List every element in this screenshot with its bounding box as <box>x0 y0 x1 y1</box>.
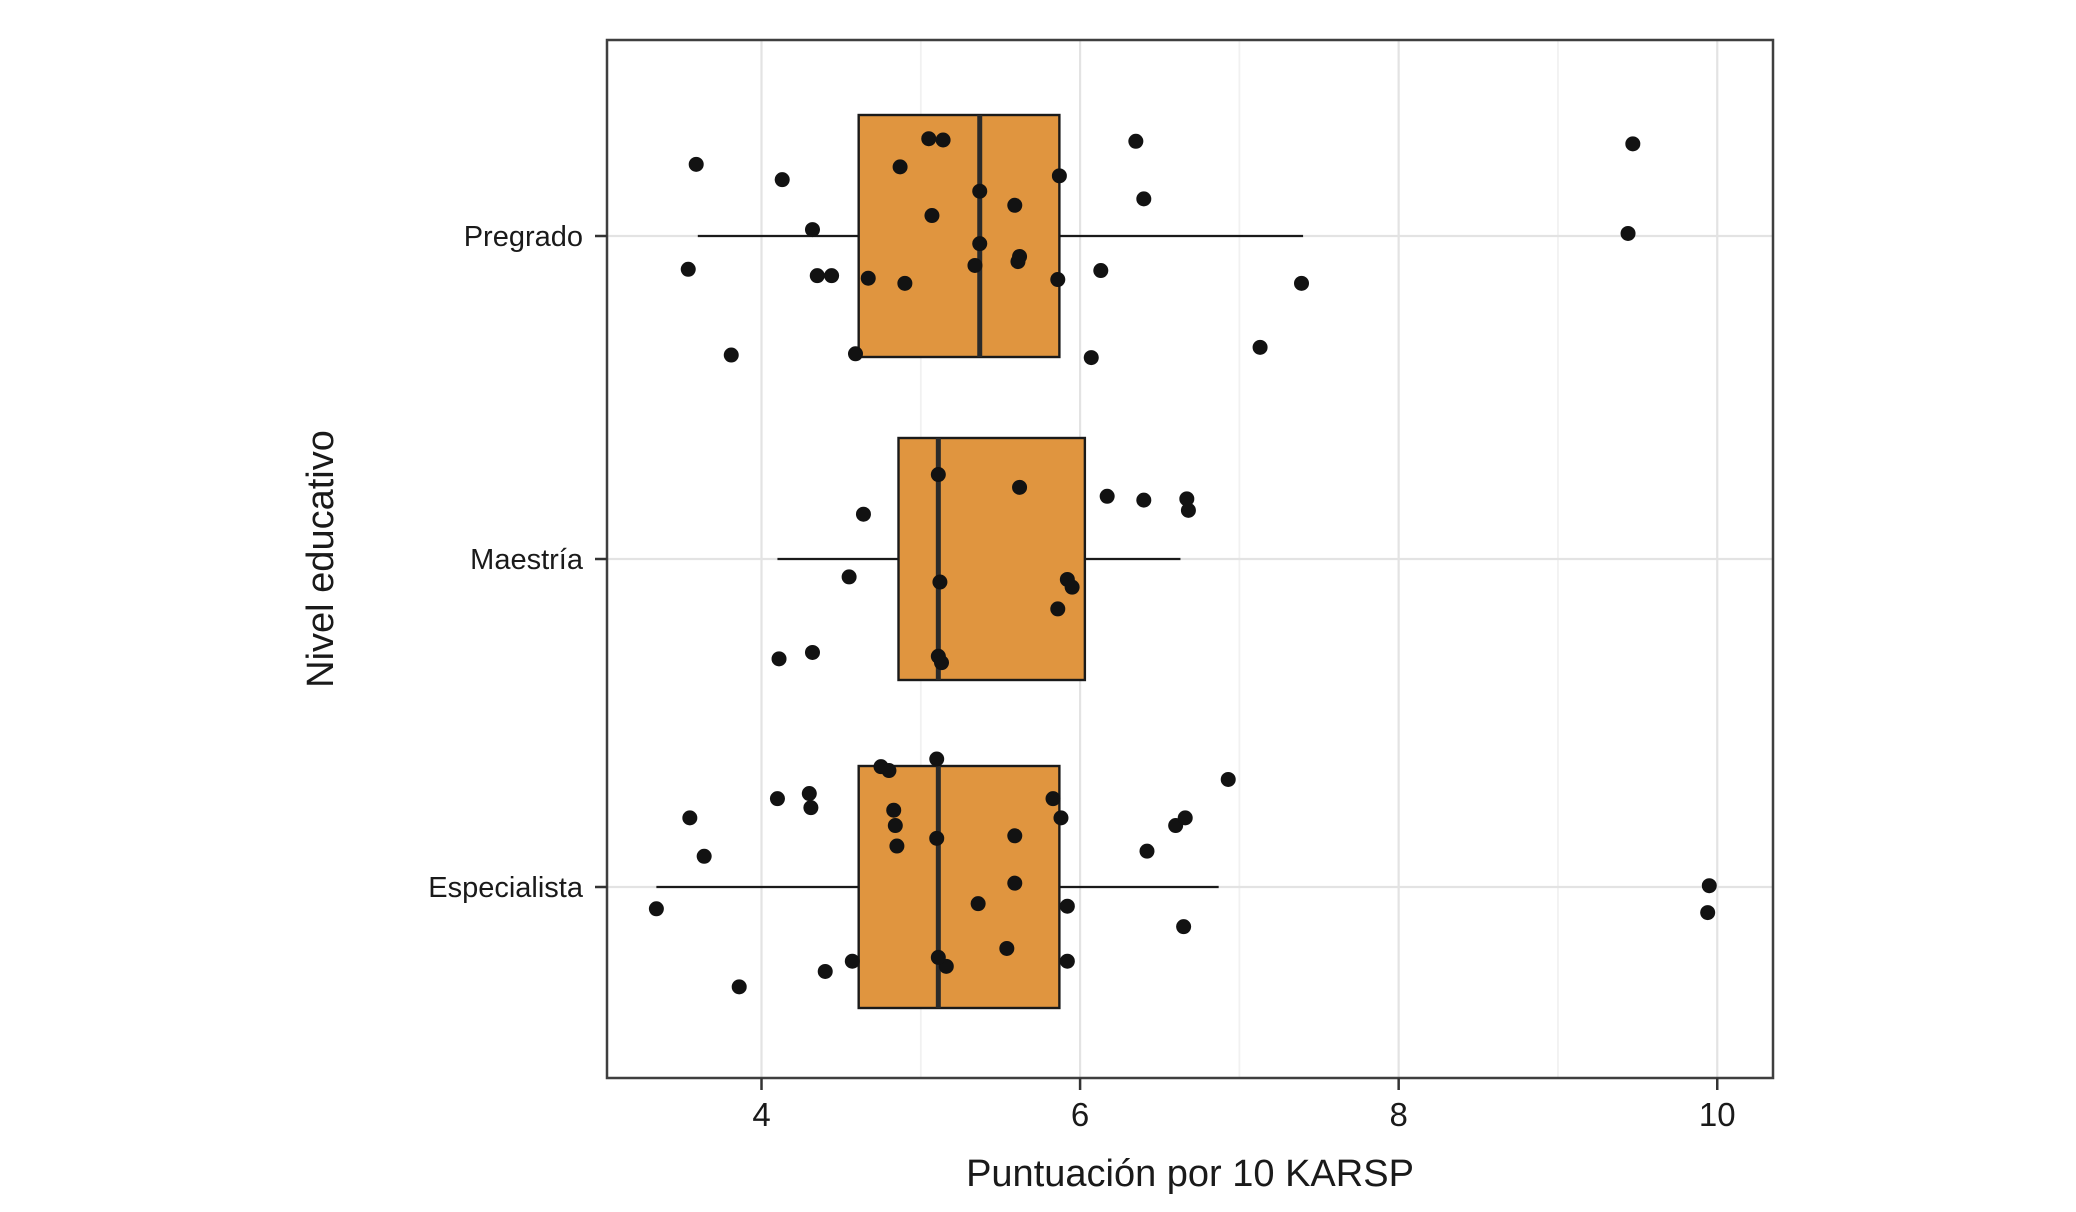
data-point <box>804 222 820 238</box>
data-point <box>881 763 897 779</box>
data-point <box>1177 810 1193 826</box>
data-point <box>929 751 945 767</box>
data-point <box>1136 191 1152 207</box>
data-point <box>1093 263 1109 279</box>
data-point <box>930 467 946 483</box>
data-point <box>1176 919 1192 935</box>
data-point <box>803 800 819 816</box>
data-point <box>688 156 704 172</box>
data-point <box>1179 491 1195 507</box>
data-point <box>1050 272 1066 288</box>
box-0 <box>857 113 1061 359</box>
data-point <box>886 802 902 818</box>
data-point <box>731 979 747 995</box>
data-point <box>855 506 871 522</box>
data-point <box>924 208 940 224</box>
data-point <box>804 644 820 660</box>
data-point <box>999 940 1015 956</box>
data-point <box>935 132 951 148</box>
data-point <box>1294 275 1310 291</box>
data-point <box>1012 479 1028 495</box>
data-point <box>934 655 950 671</box>
data-point <box>774 172 790 188</box>
data-point <box>1053 810 1069 826</box>
data-point <box>1064 579 1080 595</box>
data-point <box>1099 488 1115 504</box>
data-point <box>844 953 860 969</box>
data-point <box>1051 168 1067 184</box>
plot-area <box>595 38 1775 1090</box>
data-point <box>696 848 712 864</box>
box-2 <box>857 764 1061 1010</box>
x-axis-title: Puntuación por 10 KARSP <box>966 1153 1414 1195</box>
data-point <box>972 236 988 252</box>
data-point <box>841 569 857 585</box>
data-point <box>860 270 876 286</box>
data-point <box>1136 492 1152 508</box>
data-point <box>972 183 988 199</box>
category-label-especialista: Especialista <box>428 872 584 904</box>
data-point <box>1128 133 1144 149</box>
data-point <box>1045 791 1061 807</box>
data-point <box>1252 339 1268 355</box>
data-point <box>1007 828 1023 844</box>
x-tick-label-2: 8 <box>1389 1096 1407 1133</box>
data-point <box>1083 350 1099 366</box>
data-point <box>1625 136 1641 152</box>
data-point <box>817 963 833 979</box>
data-point <box>1139 843 1155 859</box>
data-point <box>1701 878 1717 894</box>
data-point <box>1007 875 1023 891</box>
category-label-pregrado: Pregrado <box>464 221 583 253</box>
box-1 <box>897 436 1087 682</box>
data-point <box>723 347 739 363</box>
x-tick-label-0: 4 <box>752 1096 770 1133</box>
data-point <box>809 268 825 284</box>
data-point <box>929 830 945 846</box>
data-point <box>801 786 817 802</box>
data-point <box>897 275 913 291</box>
data-point <box>771 651 787 667</box>
data-point <box>1180 502 1196 518</box>
data-point <box>887 818 903 834</box>
data-point <box>648 901 664 917</box>
data-point <box>1059 953 1075 969</box>
x-tick-label-3: 10 <box>1699 1096 1736 1133</box>
data-point <box>682 810 698 826</box>
data-point <box>1059 898 1075 914</box>
data-point <box>1010 254 1026 270</box>
data-point <box>1620 225 1636 241</box>
data-point <box>889 838 905 854</box>
data-point <box>769 791 785 807</box>
data-point <box>1700 905 1716 921</box>
data-point <box>1007 197 1023 213</box>
data-point <box>1220 771 1236 787</box>
data-point <box>932 574 948 590</box>
data-point <box>970 896 986 912</box>
category-label-maestria: Maestría <box>470 544 584 576</box>
data-point <box>847 346 863 362</box>
data-point <box>921 131 937 147</box>
x-tick-label-1: 6 <box>1071 1096 1089 1133</box>
data-point <box>892 159 908 175</box>
data-point <box>824 268 840 284</box>
y-axis-title: Nivel educativo <box>300 430 342 688</box>
data-point <box>930 949 946 965</box>
data-point <box>680 261 696 277</box>
data-point <box>967 257 983 273</box>
data-point <box>1050 601 1066 617</box>
